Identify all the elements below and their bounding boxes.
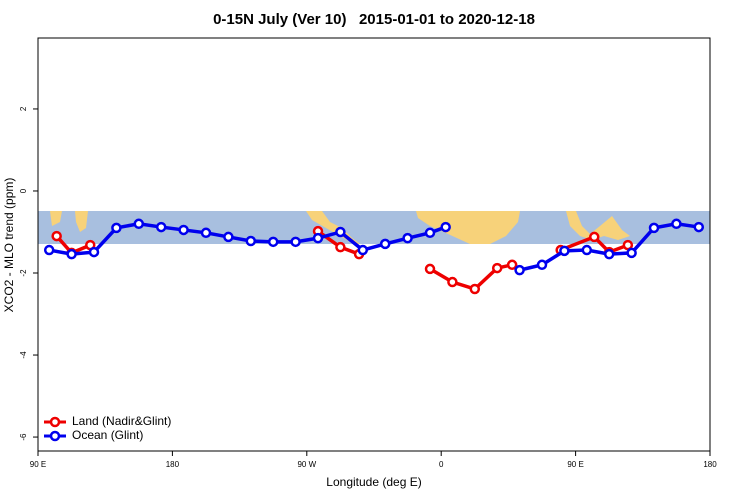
x-tick-label: 90 E [30,460,46,469]
data-point [155,221,167,233]
data-point [648,222,660,234]
data-point [559,245,570,257]
plot-frame [37,37,711,452]
data-point [88,246,100,258]
legend-label: Ocean (Glint) [72,428,143,442]
data-point [245,235,257,247]
data-point [335,241,346,253]
data-point [357,244,369,256]
x-tick-label: 180 [703,460,717,469]
data-point [200,227,212,239]
data-point [424,227,436,239]
data-point [626,247,637,259]
y-axis-label: XCO2 - MLO trend (ppm) [2,178,16,313]
data-point [402,232,413,244]
data-point [491,262,503,274]
data-point [440,221,451,233]
y-tick-label: 2 [19,106,28,111]
data-point [514,264,525,276]
x-tick-label: 90 E [567,460,583,469]
legend-marker [49,430,61,442]
legend-marker [49,416,61,428]
land-shape [566,211,630,240]
data-point [379,238,391,250]
land-shape [416,211,520,244]
data-point [290,236,301,248]
data-point [66,248,77,260]
data-point [447,276,458,288]
x-axis-label: Longitude (deg E) [326,475,421,489]
data-point [424,263,436,275]
data-point [51,230,62,242]
data-point [312,232,324,244]
data-point [223,231,234,243]
data-point [671,218,682,230]
data-point [622,239,634,251]
y-tick-label: -4 [19,351,28,359]
chart-title: 0-15N July (Ver 10) 2015-01-01 to 2020-1… [213,11,535,28]
x-tick-label: 90 W [297,460,316,469]
background-map [38,211,710,244]
data-point [469,283,481,295]
data-point [603,248,615,260]
land-shape [50,211,88,232]
data-point [581,244,593,256]
data-point [111,222,122,234]
y-tick-label: 0 [19,188,28,193]
legend-label: Land (Nadir&Glint) [72,414,171,428]
y-tick-label: -2 [19,269,28,277]
data-point [589,231,600,243]
data-point [693,221,705,233]
data-point [506,259,518,271]
x-tick-label: 0 [439,460,444,469]
data-point [43,244,55,256]
y-tick-label: -6 [19,433,28,441]
data-point [335,226,346,238]
data-point [267,236,279,248]
data-point [536,259,548,271]
data-point [133,218,145,230]
x-tick-label: 180 [166,460,180,469]
data-point [178,224,189,236]
